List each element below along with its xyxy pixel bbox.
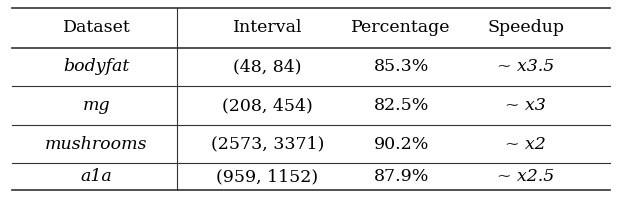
Text: 82.5%: 82.5%	[373, 97, 429, 114]
Text: Interval: Interval	[233, 19, 302, 36]
Text: 87.9%: 87.9%	[373, 168, 429, 185]
Text: a1a: a1a	[80, 168, 113, 185]
Text: (2573, 3371): (2573, 3371)	[211, 136, 324, 152]
Text: (959, 1152): (959, 1152)	[216, 168, 318, 185]
Text: mushrooms: mushrooms	[45, 136, 147, 152]
Text: bodyfat: bodyfat	[63, 58, 129, 75]
Text: (48, 84): (48, 84)	[233, 58, 302, 75]
Text: ~ x2: ~ x2	[505, 136, 546, 152]
Text: mg: mg	[83, 97, 110, 114]
Text: ~ x3.5: ~ x3.5	[497, 58, 554, 75]
Text: ~ x3: ~ x3	[505, 97, 546, 114]
Text: Percentage: Percentage	[351, 19, 451, 36]
Text: Dataset: Dataset	[63, 19, 130, 36]
Text: ~ x2.5: ~ x2.5	[497, 168, 554, 185]
Text: Speedup: Speedup	[487, 19, 564, 36]
Text: 90.2%: 90.2%	[373, 136, 429, 152]
Text: 85.3%: 85.3%	[373, 58, 429, 75]
Text: (208, 454): (208, 454)	[222, 97, 313, 114]
